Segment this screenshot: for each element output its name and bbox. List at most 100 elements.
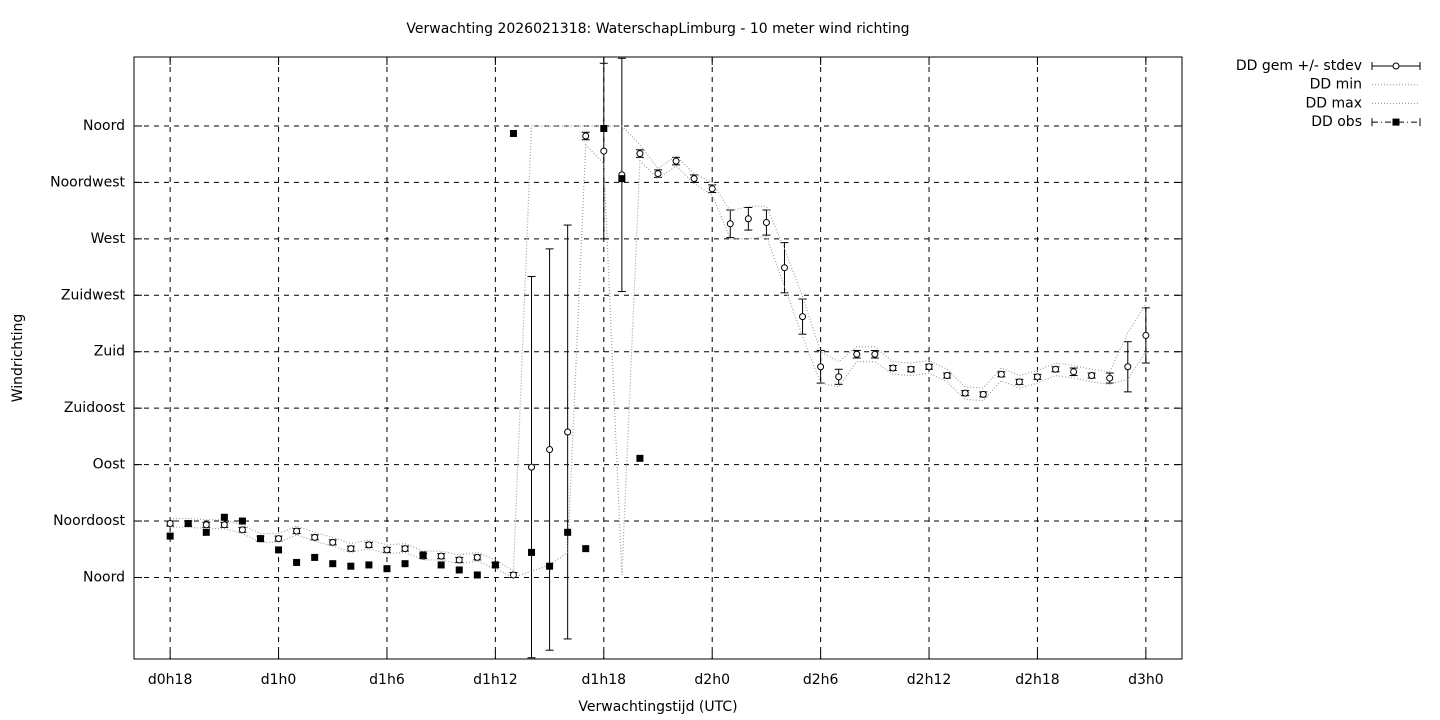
point: [365, 541, 373, 549]
grid: [134, 57, 1182, 659]
point: [293, 527, 301, 535]
y-tick-label: Noordoost: [53, 513, 125, 529]
point: [618, 175, 626, 183]
y-tick-label: Zuidoost: [64, 400, 126, 416]
point: [1106, 374, 1114, 382]
point: [347, 562, 355, 570]
point: [166, 520, 174, 528]
point: [220, 521, 228, 529]
point: [275, 546, 283, 554]
point: [184, 520, 192, 528]
point: [202, 528, 210, 536]
legend: DD gem +/- stdev DD min DD max DD obs: [1236, 58, 1421, 130]
point: [600, 147, 608, 155]
point: [1124, 363, 1132, 371]
x-tick-label: d3h0: [1128, 672, 1164, 688]
legend-label: DD max: [1305, 95, 1362, 111]
point: [582, 132, 590, 140]
y-tick-label: Noord: [83, 569, 125, 585]
point: [546, 562, 554, 570]
point: [925, 363, 933, 371]
plot-area: [166, 57, 1150, 659]
point: [1070, 368, 1078, 376]
point: [907, 365, 915, 373]
line-series: [170, 125, 1147, 573]
point: [202, 521, 210, 529]
point: [1033, 373, 1041, 381]
point: [943, 372, 951, 380]
point: [166, 532, 174, 540]
point: [564, 528, 572, 536]
point: [437, 561, 445, 569]
point: [690, 175, 698, 183]
point: [491, 561, 499, 569]
point: [509, 130, 517, 138]
x-tick-label: d2h6: [803, 672, 839, 688]
point: [708, 185, 716, 193]
point: [401, 545, 409, 553]
chart-title: Verwachting 2026021318: WaterschapLimbur…: [406, 21, 909, 37]
point: [582, 545, 590, 553]
point: [437, 552, 445, 560]
x-tick-label: d1h0: [261, 672, 297, 688]
y-tick-label: Noord: [83, 118, 125, 134]
point: [546, 446, 554, 454]
x-axis-label: Verwachtingstijd (UTC): [578, 699, 737, 715]
point: [455, 566, 463, 574]
point: [1142, 331, 1150, 339]
point: [744, 215, 752, 223]
y-tick-label: Oost: [93, 457, 126, 473]
point: [1052, 365, 1060, 373]
point: [997, 370, 1005, 378]
point: [799, 313, 807, 321]
x-tick-label: d0h18: [148, 672, 192, 688]
point: [762, 219, 770, 227]
point: [835, 373, 843, 381]
legend-label: DD obs: [1311, 114, 1362, 130]
y-tick-label: Zuidwest: [61, 287, 126, 303]
point: [311, 553, 319, 561]
point: [419, 551, 427, 559]
point: [293, 558, 301, 566]
point: [238, 517, 246, 525]
point: [564, 428, 572, 436]
point: [256, 535, 264, 543]
plot-border: [133, 56, 1183, 660]
point: [383, 565, 391, 573]
point: [961, 389, 969, 397]
point: [473, 571, 481, 579]
point: [401, 560, 409, 568]
point: [365, 561, 373, 569]
x-tick-label: d1h12: [473, 672, 517, 688]
x-tick-label: d2h18: [1015, 672, 1059, 688]
point: [528, 463, 536, 471]
point: [636, 454, 644, 462]
point: [275, 535, 283, 543]
y-tick-label: Zuid: [94, 344, 125, 360]
x-tick-label: d1h18: [582, 672, 626, 688]
point: [979, 390, 987, 398]
point: [636, 150, 644, 158]
y-axis-label: Windrichting: [10, 314, 26, 403]
x-tick-label: d2h12: [907, 672, 951, 688]
point: [528, 548, 536, 556]
x-tick-label: d1h6: [369, 672, 405, 688]
legend-label: DD gem +/- stdev: [1236, 58, 1362, 74]
point: [853, 350, 861, 358]
point: [871, 350, 879, 358]
x-tick-label: d2h0: [694, 672, 730, 688]
point: [220, 513, 228, 521]
point: [238, 526, 246, 534]
legend-swatch: [1392, 62, 1400, 70]
line-series: [170, 143, 1147, 579]
point: [1015, 378, 1023, 386]
point: [726, 220, 734, 228]
point: [654, 170, 662, 178]
point: [311, 533, 319, 541]
point: [780, 264, 788, 272]
point: [672, 157, 680, 165]
point: [347, 545, 355, 553]
y-tick-label: Noordwest: [50, 174, 125, 190]
point: [383, 546, 391, 554]
